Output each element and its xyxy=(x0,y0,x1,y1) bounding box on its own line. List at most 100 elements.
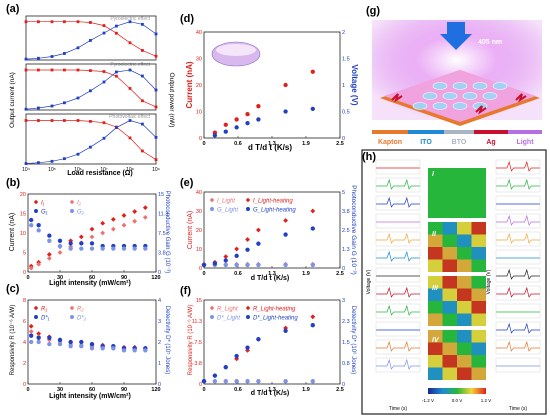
heatmap-cell xyxy=(471,301,486,314)
c-point-0-0 xyxy=(28,323,34,329)
electrode-dot xyxy=(492,82,508,90)
heatmap-cell xyxy=(442,313,457,326)
f-point-3-7 xyxy=(310,323,315,328)
layer-bar-light xyxy=(508,130,542,134)
electrode-dot xyxy=(422,92,438,100)
b-point-2-2 xyxy=(47,233,52,238)
b-point-1-0 xyxy=(28,265,34,271)
lightning-icon-3 xyxy=(515,93,527,103)
c-point-3-9 xyxy=(121,348,127,353)
b-xtick-label: 30 xyxy=(57,275,63,281)
heatmap-cell xyxy=(428,288,443,301)
b-point-1-10 xyxy=(132,218,138,224)
f-ytick-label-right: 0 xyxy=(342,382,345,388)
e-ytick-label-right: 0 xyxy=(342,266,345,272)
electrode-dots xyxy=(412,82,508,110)
heatmap-cell xyxy=(457,288,472,301)
f-point-3-6 xyxy=(283,328,288,333)
d-xtick-label: 0.6 xyxy=(234,141,242,147)
panel-label-a: (a) xyxy=(6,3,20,15)
c-legend-label-0: R₁ xyxy=(41,307,47,313)
h-xlabel-left: Time (s) xyxy=(389,406,407,412)
heatmap-cell xyxy=(428,259,443,272)
f-legend-marker-3 xyxy=(246,315,250,319)
heatmap-cell xyxy=(428,367,443,380)
legend-light: Light xyxy=(516,139,534,146)
e-point-2-7 xyxy=(310,262,315,268)
a-xtick-label: 10⁵ xyxy=(48,167,56,173)
e-xtick-label: 2.5 xyxy=(336,271,344,277)
heatmap-cell xyxy=(442,342,457,355)
heatmap-cell xyxy=(442,222,457,235)
e-point-1-3 xyxy=(234,246,240,252)
plot-frame-b xyxy=(27,193,157,273)
f-ytick-label-left: 7.5 xyxy=(194,340,202,346)
trace-frame xyxy=(375,195,421,211)
e-ytick-label-right: 1.3 xyxy=(342,247,350,253)
e-point-1-2 xyxy=(223,254,229,259)
trace-frame xyxy=(375,177,421,193)
heatmap-cell xyxy=(457,276,472,289)
e-ytick-label-right: 3.8 xyxy=(342,209,350,215)
f-legend-label-2: D*_Light xyxy=(217,316,240,322)
f-xtick-label: 2.5 xyxy=(336,387,344,393)
b-point-2-3 xyxy=(57,238,63,243)
d-ytick-label-left: 40 xyxy=(196,30,202,36)
panel-label-f: (f) xyxy=(180,285,191,297)
electrode-dot xyxy=(432,82,448,90)
b-legend-marker-1 xyxy=(69,199,75,205)
panel-label-e: (e) xyxy=(180,177,194,189)
f-legend-marker-0 xyxy=(209,305,215,311)
layer-bar-ito xyxy=(408,130,444,134)
legend-kapton: Kapton xyxy=(378,139,402,146)
b-point-2-5 xyxy=(79,241,84,246)
d-point-1-3 xyxy=(245,121,250,126)
d-ytick-label-right: 2 xyxy=(342,30,345,36)
e-ytick-label-left: 30 xyxy=(196,209,202,215)
e-xtick-label: 1.3 xyxy=(268,271,276,277)
c-point-2-1 xyxy=(36,335,41,340)
voltage-trace xyxy=(376,178,420,190)
voltage-trace xyxy=(496,214,540,226)
b-point-3-8 xyxy=(111,246,116,251)
f-legend-marker-2 xyxy=(210,315,214,319)
b-point-3-5 xyxy=(79,246,84,251)
b-xlabel: Light intensity (mW/cm²) xyxy=(49,280,131,287)
b-ytick-label-left: 5 xyxy=(23,251,26,257)
heatmap-cell xyxy=(442,234,457,247)
b-point-0-7 xyxy=(100,220,106,226)
trace-frame xyxy=(495,321,541,337)
b-point-0-9 xyxy=(121,213,127,218)
e-ylabel-right: Photoconductive Gain G (10⁻³) xyxy=(350,185,357,274)
d-point-0-3 xyxy=(245,111,250,117)
voltage-trace xyxy=(376,340,420,352)
plot-frame-a-2 xyxy=(25,113,157,165)
trace-frame xyxy=(495,285,541,301)
trace-frame xyxy=(375,285,421,301)
heatmap-cell xyxy=(471,247,486,260)
trace-frame xyxy=(495,339,541,355)
d-point-1-0 xyxy=(212,133,218,138)
heatmap-cell xyxy=(428,313,443,326)
a-subtitle-2: Pyroelectric effect xyxy=(110,62,150,68)
e-legend-marker-3 xyxy=(246,207,250,211)
c-point-3-0 xyxy=(29,339,34,345)
c-ytick-label-right: 0 xyxy=(158,382,161,388)
c-point-2-2 xyxy=(47,335,52,340)
colorbar-mid: 0.0 V xyxy=(452,398,463,403)
a-xtick-label: 10⁶ xyxy=(74,167,82,173)
d-point-0-2 xyxy=(234,117,239,122)
c-ytick-label-left: 6 xyxy=(23,319,26,325)
voltage-trace xyxy=(496,178,540,190)
c-point-2-4 xyxy=(68,339,73,345)
c-point-3-5 xyxy=(79,344,84,349)
c-legend-label-2: D*₁ xyxy=(41,316,50,322)
f-point-3-5 xyxy=(256,337,261,342)
legend-bto: BTO xyxy=(452,139,467,146)
heatmap-cell xyxy=(428,342,443,355)
c-legend-marker-2 xyxy=(34,315,38,319)
c-point-1-0 xyxy=(28,329,34,334)
e-point-3-7 xyxy=(310,226,315,231)
a-point-1-0-10 xyxy=(154,105,158,109)
voltage-trace xyxy=(376,358,420,370)
